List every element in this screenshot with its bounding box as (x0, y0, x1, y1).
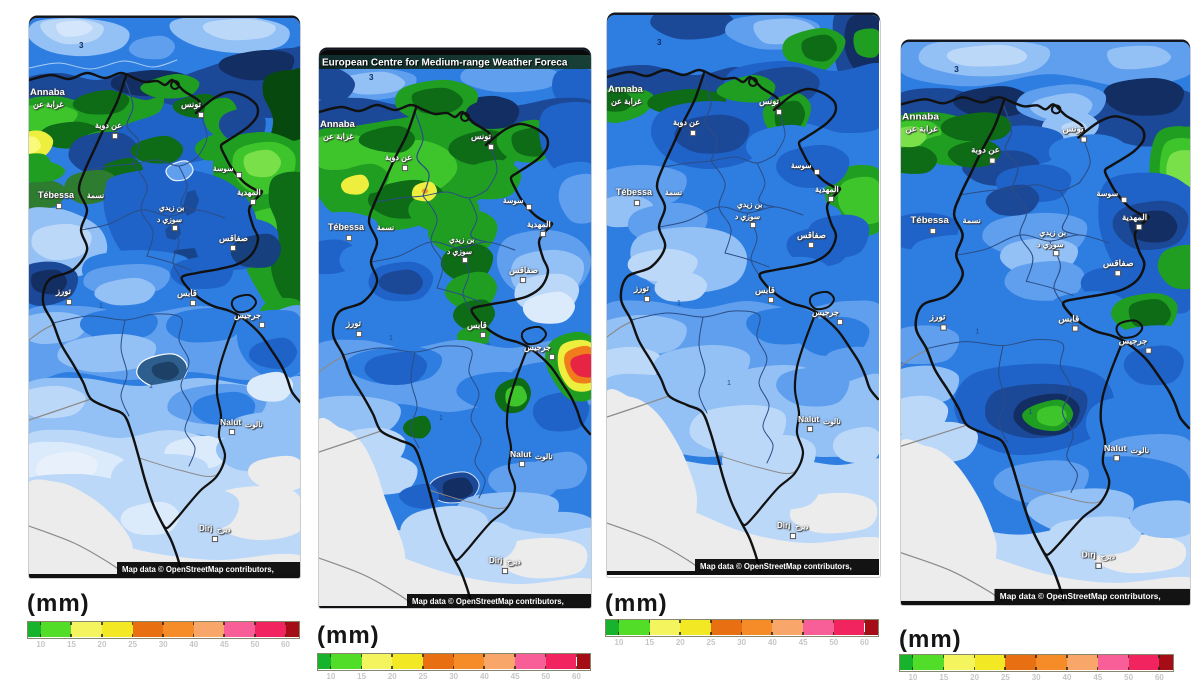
svg-text:تونس: تونس (759, 96, 780, 107)
svg-text:ديرج: ديرج (1101, 552, 1115, 561)
svg-text:عن دوبة: عن دوبة (971, 146, 1000, 156)
svg-text:Dirj: Dirj (199, 524, 212, 533)
svg-text:Map data © OpenStreetMap contr: Map data © OpenStreetMap contributors, (700, 562, 852, 571)
svg-text:صفاقس: صفاقس (797, 230, 827, 241)
svg-text:سوسة: سوسة (1097, 189, 1119, 199)
svg-text:Dirj: Dirj (777, 521, 790, 530)
svg-text:1: 1 (149, 383, 153, 390)
svg-text:Nalut: Nalut (220, 417, 241, 427)
svg-text:سوسة: سوسة (503, 196, 524, 206)
svg-text:قابس: قابس (1058, 314, 1079, 325)
svg-text:غرابة عن: غرابة عن (323, 132, 354, 142)
svg-text:Nalut: Nalut (510, 449, 531, 459)
svg-text:عن دوبة: عن دوبة (385, 153, 412, 163)
svg-text:1: 1 (99, 303, 103, 310)
svg-text:3: 3 (657, 38, 662, 47)
svg-text:تونس: تونس (471, 131, 492, 142)
svg-text:تورز: تورز (55, 286, 72, 297)
svg-text:نسمة: نسمة (963, 216, 981, 225)
svg-text:غرابة عن: غرابة عن (905, 125, 938, 135)
svg-text:المهدية: المهدية (237, 188, 261, 198)
svg-text:تورز: تورز (345, 318, 362, 329)
svg-text:تونس: تونس (181, 99, 202, 110)
svg-text:Map data © OpenStreetMap contr: Map data © OpenStreetMap contributors, (412, 597, 564, 606)
svg-text:نسمة: نسمة (377, 223, 394, 232)
svg-text:المهدية: المهدية (1122, 213, 1147, 223)
svg-text:European Centre for Medium-ran: European Centre for Medium-range Weather… (322, 58, 568, 69)
svg-text:1: 1 (727, 380, 731, 387)
svg-text:المهدية: المهدية (815, 185, 839, 195)
svg-text:سوزي د: سوزي د (1037, 240, 1064, 250)
svg-text:3: 3 (954, 65, 959, 74)
svg-text:جرجيس: جرجيس (1119, 337, 1148, 347)
svg-text:1: 1 (1029, 407, 1033, 416)
svg-text:سوزي د: سوزي د (157, 215, 183, 225)
svg-text:نسمة: نسمة (665, 188, 682, 197)
svg-text:3: 3 (369, 73, 374, 82)
svg-text:Map data © OpenStreetMap contr: Map data © OpenStreetMap contributors, (1000, 592, 1161, 601)
svg-text:بن زيدي: بن زيدي (1039, 228, 1066, 238)
svg-text:Tébessa: Tébessa (328, 222, 365, 232)
svg-text:تورز: تورز (633, 283, 650, 294)
svg-text:تورز: تورز (929, 312, 946, 323)
svg-text:ديرج: ديرج (795, 524, 808, 531)
svg-text:بن زيدي: بن زيدي (737, 200, 762, 210)
svg-text:ديرج: ديرج (507, 559, 520, 566)
svg-text:Dirj: Dirj (1082, 551, 1096, 560)
svg-text:1: 1 (389, 335, 393, 342)
svg-text:قابس: قابس (467, 320, 487, 331)
svg-text:جرجيس: جرجيس (234, 311, 261, 321)
svg-text:غرابة عن: غرابة عن (611, 97, 642, 107)
svg-text:Annaba: Annaba (30, 87, 66, 98)
svg-text:Map data © OpenStreetMap contr: Map data © OpenStreetMap contributors, (122, 565, 274, 574)
svg-text:نالوت: نالوت (1131, 446, 1150, 456)
svg-text:نالوت: نالوت (535, 452, 553, 462)
svg-text:نالوت: نالوت (245, 420, 263, 430)
svg-text:Tébessa: Tébessa (911, 215, 950, 225)
svg-text:Nalut: Nalut (798, 414, 819, 424)
svg-text:جرجيس: جرجيس (812, 308, 839, 318)
svg-text:قابس: قابس (177, 288, 197, 299)
svg-text:1: 1 (677, 300, 681, 307)
svg-text:Annaba: Annaba (608, 84, 644, 95)
svg-text:بن زيدي: بن زيدي (449, 235, 474, 245)
svg-text:نسمة: نسمة (87, 191, 104, 200)
svg-text:Tébessa: Tébessa (616, 187, 653, 197)
svg-text:Annaba: Annaba (320, 119, 356, 130)
svg-text:عن دوبة: عن دوبة (673, 118, 700, 128)
svg-text:نالوت: نالوت (823, 417, 841, 427)
svg-text:بن زيدي: بن زيدي (159, 203, 184, 213)
svg-text:سوسة: سوسة (791, 161, 812, 171)
svg-text:1: 1 (975, 327, 979, 336)
svg-text:3: 3 (79, 41, 84, 50)
svg-text:قابس: قابس (755, 285, 775, 296)
svg-text:Dirj: Dirj (489, 556, 502, 565)
svg-text:غرابة عن: غرابة عن (33, 100, 64, 110)
svg-text:تونس: تونس (1063, 124, 1085, 135)
svg-text:صفاقس: صفاقس (509, 265, 539, 276)
svg-text:Tébessa: Tébessa (38, 190, 75, 200)
svg-text:1: 1 (439, 415, 443, 422)
svg-text:جرجيس: جرجيس (524, 343, 551, 353)
svg-text:Annaba: Annaba (902, 112, 940, 123)
svg-text:ديرج: ديرج (217, 527, 230, 534)
svg-text:عن دوبة: عن دوبة (95, 121, 122, 131)
svg-text:صفاقس: صفاقس (219, 233, 249, 244)
svg-text:صفاقس: صفاقس (1103, 258, 1134, 269)
svg-text:سوزي د: سوزي د (735, 212, 761, 222)
svg-text:المهدية: المهدية (527, 220, 551, 230)
svg-text:Nalut: Nalut (1104, 443, 1127, 453)
svg-text:سوسة: سوسة (213, 164, 234, 174)
svg-text:سوزي د: سوزي د (447, 247, 473, 257)
